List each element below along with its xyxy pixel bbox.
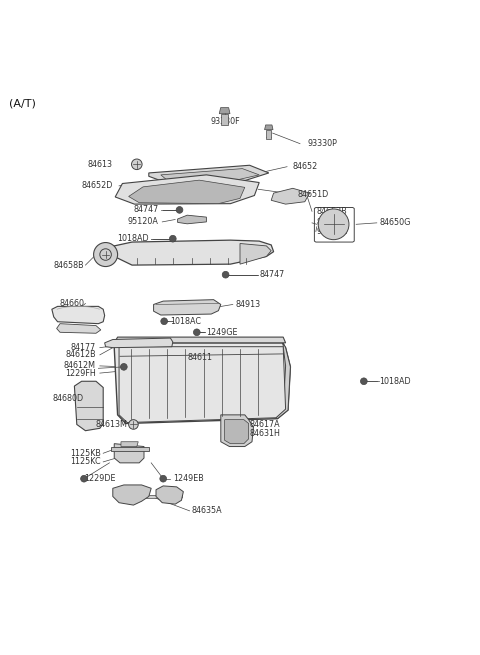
- Polygon shape: [178, 215, 206, 224]
- Polygon shape: [219, 107, 230, 114]
- Circle shape: [222, 271, 229, 278]
- Polygon shape: [221, 114, 228, 125]
- Circle shape: [318, 209, 349, 240]
- Polygon shape: [114, 343, 290, 424]
- Polygon shape: [114, 443, 144, 463]
- Circle shape: [81, 476, 87, 482]
- Text: 1125KB: 1125KB: [70, 449, 101, 458]
- Polygon shape: [119, 346, 286, 422]
- Text: 84652D: 84652D: [82, 181, 113, 191]
- Polygon shape: [105, 338, 173, 348]
- Text: 1125KC: 1125KC: [70, 457, 101, 466]
- Polygon shape: [111, 447, 149, 451]
- Text: 84652: 84652: [293, 162, 318, 171]
- Polygon shape: [271, 188, 310, 204]
- Circle shape: [360, 378, 367, 384]
- Text: 84611: 84611: [187, 353, 212, 362]
- Text: 84658B: 84658B: [53, 261, 84, 270]
- Polygon shape: [154, 299, 221, 315]
- Text: 1249GE: 1249GE: [206, 328, 238, 337]
- Text: 84613: 84613: [88, 160, 113, 169]
- Circle shape: [129, 420, 138, 429]
- Text: 84617A: 84617A: [250, 420, 280, 429]
- Circle shape: [100, 249, 111, 260]
- Polygon shape: [266, 130, 272, 139]
- Text: 1229DE: 1229DE: [84, 474, 116, 483]
- Text: 84747: 84747: [133, 206, 158, 214]
- Polygon shape: [113, 485, 151, 505]
- Text: 84631H: 84631H: [250, 428, 280, 438]
- Text: 84650G: 84650G: [379, 218, 410, 227]
- Polygon shape: [57, 324, 101, 333]
- Polygon shape: [129, 180, 245, 204]
- Text: 1249EB: 1249EB: [173, 474, 204, 483]
- Polygon shape: [149, 165, 269, 181]
- Circle shape: [176, 206, 183, 214]
- Text: 1018AD: 1018AD: [379, 377, 411, 386]
- Text: 84612B: 84612B: [65, 350, 96, 360]
- Text: (A/T): (A/T): [9, 98, 36, 108]
- Text: 1018AC: 1018AC: [170, 317, 202, 326]
- Polygon shape: [114, 240, 274, 265]
- Text: 84660: 84660: [59, 299, 84, 308]
- Text: 84747: 84747: [259, 271, 285, 279]
- Circle shape: [94, 242, 118, 267]
- Polygon shape: [225, 420, 249, 443]
- Text: 84652B: 84652B: [317, 207, 348, 216]
- Polygon shape: [240, 244, 271, 264]
- Polygon shape: [221, 415, 253, 447]
- Circle shape: [160, 476, 167, 482]
- Circle shape: [193, 329, 200, 335]
- Text: 93330F: 93330F: [211, 117, 240, 126]
- Polygon shape: [264, 125, 273, 130]
- Text: 84613M: 84613M: [96, 420, 127, 429]
- Polygon shape: [74, 381, 103, 431]
- Text: 1018AD: 1018AD: [117, 234, 149, 243]
- Circle shape: [161, 318, 168, 325]
- Text: 84635A: 84635A: [192, 506, 223, 515]
- Polygon shape: [276, 343, 290, 419]
- Polygon shape: [161, 168, 259, 180]
- Circle shape: [169, 235, 176, 242]
- Text: 95120A: 95120A: [317, 227, 348, 236]
- Text: 93330P: 93330P: [307, 139, 337, 148]
- Text: 95120A: 95120A: [128, 217, 158, 227]
- Polygon shape: [114, 337, 286, 343]
- Polygon shape: [115, 175, 259, 204]
- Text: 1229FH: 1229FH: [65, 369, 96, 377]
- Polygon shape: [52, 307, 105, 324]
- Text: 84680D: 84680D: [53, 394, 84, 403]
- Text: 84913: 84913: [235, 300, 260, 309]
- Circle shape: [120, 364, 127, 370]
- Text: 84653B: 84653B: [317, 218, 348, 227]
- Text: 84612M: 84612M: [64, 362, 96, 370]
- Polygon shape: [156, 486, 183, 504]
- Circle shape: [132, 159, 142, 170]
- Text: 84177: 84177: [71, 343, 96, 352]
- Polygon shape: [121, 441, 138, 447]
- Text: 84651D: 84651D: [298, 189, 329, 198]
- Polygon shape: [119, 495, 182, 499]
